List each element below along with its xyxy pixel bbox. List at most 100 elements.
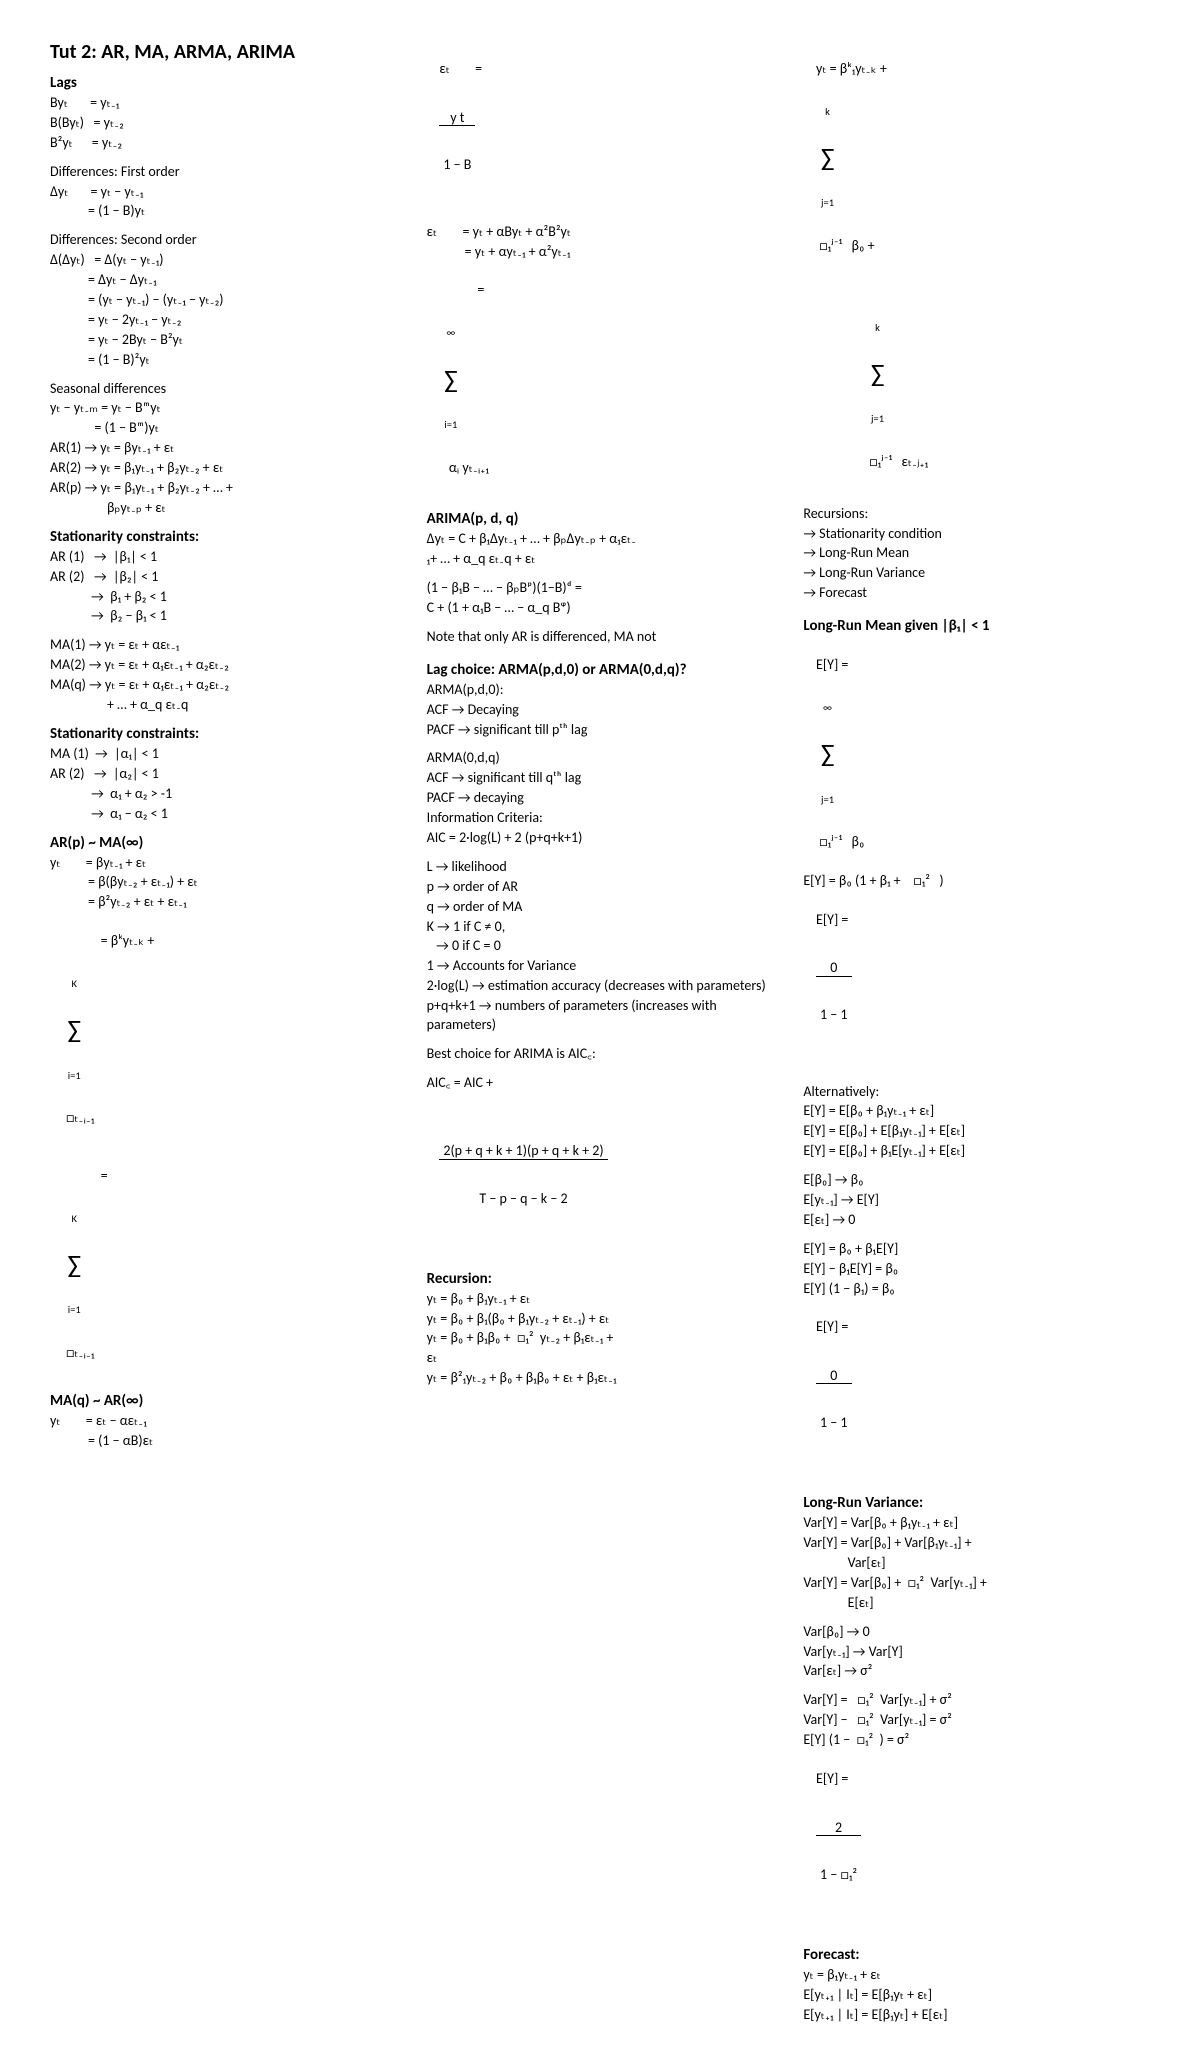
text-line: → Stationarity condition bbox=[803, 525, 1150, 544]
heading-stationarity-2: Stationarity constraints: bbox=[50, 725, 397, 743]
eq-suffix: □ₜ₋ᵢ₋₁ bbox=[63, 1344, 95, 1361]
text-line: Var[Y] = Var[β₀] + □₁² Var[yₜ₋₁] + bbox=[803, 1574, 1150, 1593]
summation-icon: k ∑ j=1 bbox=[818, 79, 837, 237]
eq-suffix: □ₜ₋ᵢ₋₁ bbox=[63, 1109, 95, 1126]
text-line: → Forecast bbox=[803, 584, 1150, 603]
text-line: = β(βyₜ₋₂ + εₜ₋₁) + εₜ bbox=[50, 873, 397, 892]
heading-maq-ar: MA(q) ~ AR(∞) bbox=[50, 1392, 397, 1410]
text-line: Δyₜ = yₜ − yₜ₋₁ bbox=[50, 183, 397, 202]
text-line: = yₜ − 2yₜ₋₁ − yₜ₋₂ bbox=[50, 311, 397, 330]
text-line: Δ(Δyₜ) = Δ(yₜ − yₜ₋₁) bbox=[50, 251, 397, 270]
text-line: Var[Y] = Var[β₀] + Var[β₁yₜ₋₁] + bbox=[803, 1534, 1150, 1553]
text-line: Var[β₀] → 0 bbox=[803, 1623, 1150, 1642]
text-line: βₚyₜ₋ₚ + εₜ bbox=[50, 499, 397, 518]
text-line: εₜ = yₜ + αByₜ + α²B²yₜ bbox=[427, 223, 774, 242]
text-line: E[yₜ₊₁ | Iₜ] = E[β₁yₜ + εₜ] bbox=[803, 1986, 1150, 2005]
equation-line: E[Y] = 2 1 − □₁² bbox=[803, 1751, 1150, 1932]
column-3: yₜ = βᵏ₁yₜ₋ₖ + k ∑ j=1 □₁ʲ⁻¹ β₀ + k ∑ j=… bbox=[803, 40, 1150, 2026]
text-line: L → likelihood bbox=[427, 858, 774, 877]
text-line: AR (1) → |β₁| < 1 bbox=[50, 548, 397, 567]
fraction: 0 1 − 1 bbox=[816, 1337, 852, 1461]
column-1: Tut 2: AR, MA, ARMA, ARIMA Lags Byₜ = yₜ… bbox=[50, 40, 397, 2026]
eq-prefix: E[Y] = bbox=[816, 911, 858, 928]
text-line: Information Criteria: bbox=[427, 809, 774, 828]
text-line: = (yₜ − yₜ₋₁) − (yₜ₋₁ − yₜ₋₂) bbox=[50, 291, 397, 310]
text-line: C + (1 + α₁B − … − α_q Bᵠ) bbox=[427, 599, 774, 618]
text-line: ACF → Decaying bbox=[427, 701, 774, 720]
text-line: E[Y] = β₀ (1 + β₁ + □₁² ) bbox=[803, 872, 1150, 891]
text-line: = (1 − B)yₜ bbox=[50, 202, 397, 221]
text-line: yₜ = β²₁yₜ₋₂ + β₀ + β₁β₀ + εₜ + β₁εₜ₋₁ bbox=[427, 1369, 774, 1388]
text-line: AR(1) → yₜ = βyₜ₋₁ + εₜ bbox=[50, 439, 397, 458]
text-line: Var[Y] − □₁² Var[yₜ₋₁] = σ² bbox=[803, 1711, 1150, 1730]
text-line: E[Y] − β₁E[Y] = β₀ bbox=[803, 1260, 1150, 1279]
page-columns: Tut 2: AR, MA, ARMA, ARIMA Lags Byₜ = yₜ… bbox=[50, 40, 1150, 2026]
eq-prefix: E[Y] = bbox=[816, 1318, 858, 1335]
text-line: εₜ bbox=[427, 1349, 774, 1368]
text-line: B²yₜ = yₜ₋₂ bbox=[50, 134, 397, 153]
text-line: AR (2) → |β₂| < 1 bbox=[50, 568, 397, 587]
equation-line: E[Y] = 0 1 − 1 bbox=[803, 1299, 1150, 1480]
text-line: Note that only AR is differenced, MA not bbox=[427, 628, 774, 647]
text-line: AR(2) → yₜ = β₁yₜ₋₁ + β₂yₜ₋₂ + εₜ bbox=[50, 459, 397, 478]
text-line: Var[εₜ] bbox=[803, 1554, 1150, 1573]
equation-line: yₜ = βᵏ₁yₜ₋ₖ + k ∑ j=1 □₁ʲ⁻¹ β₀ + bbox=[803, 41, 1150, 275]
fraction: 0 1 − 1 bbox=[816, 930, 852, 1054]
text-line: = yₜ − 2Byₜ − B²yₜ bbox=[50, 331, 397, 350]
text-line: Var[Y] = Var[β₀ + β₁yₜ₋₁ + εₜ] bbox=[803, 1514, 1150, 1533]
fraction: y t 1 − B bbox=[439, 79, 475, 203]
text-line: + … + α_q εₜ₋q bbox=[50, 696, 397, 715]
summation-icon: k ∑ j=1 bbox=[868, 295, 887, 453]
summation-icon: K ∑ i=1 bbox=[65, 951, 84, 1109]
text-line: ₁+ … + α_q εₜ₋q + εₜ bbox=[427, 550, 774, 569]
text-line: = β²yₜ₋₂ + εₜ + εₜ₋₁ bbox=[50, 893, 397, 912]
heading-recursions: Recursions: bbox=[803, 505, 1150, 524]
equation-line: k ∑ j=1 □₁ʲ⁻¹ εₜ₋ⱼ₊₁ bbox=[803, 276, 1150, 491]
eq-prefix: = bbox=[439, 281, 493, 298]
heading-diff2: Differences: Second order bbox=[50, 231, 397, 250]
equation-line: E[Y] = 0 1 − 1 bbox=[803, 892, 1150, 1073]
eq-prefix: = βᵏyₜ₋ₖ + bbox=[63, 932, 161, 949]
equation-line: 2(p + q + k + 1)(p + q + k + 2) T − p − … bbox=[427, 1094, 774, 1256]
heading-diff1: Differences: First order bbox=[50, 163, 397, 182]
text-line: → β₂ − β₁ < 1 bbox=[50, 607, 397, 626]
eq-prefix: εₜ = bbox=[439, 60, 491, 77]
text-line: 2·log(L) → estimation accuracy (decrease… bbox=[427, 977, 774, 996]
text-line: → β₁ + β₂ < 1 bbox=[50, 588, 397, 607]
text-line: → 0 if C = 0 bbox=[427, 937, 774, 956]
text-line: q → order of MA bbox=[427, 898, 774, 917]
heading-arima: ARIMA(p, d, q) bbox=[427, 510, 774, 528]
text-line: 1 → Accounts for Variance bbox=[427, 957, 774, 976]
eq-prefix: yₜ = βᵏ₁yₜ₋ₖ + bbox=[816, 60, 896, 77]
heading-arp-ma: AR(p) ~ MA(∞) bbox=[50, 834, 397, 852]
heading-seasonal: Seasonal differences bbox=[50, 380, 397, 399]
text-line: Alternatively: bbox=[803, 1083, 1150, 1102]
text-line: yₜ − yₜ₋ₘ = yₜ − Bᵐyₜ bbox=[50, 399, 397, 418]
text-line: MA(q) → yₜ = εₜ + α₁εₜ₋₁ + α₂εₜ₋₂ bbox=[50, 676, 397, 695]
summation-icon: ∞ ∑ i=1 bbox=[441, 300, 460, 458]
text-line: AR (2) → |α₂| < 1 bbox=[50, 765, 397, 784]
text-line: PACF → decaying bbox=[427, 789, 774, 808]
equation-line: = βᵏyₜ₋ₖ + K ∑ i=1 □ₜ₋ᵢ₋₁ bbox=[50, 913, 397, 1147]
text-line: p+q+k+1 → numbers of parameters (increas… bbox=[427, 997, 774, 1035]
fraction: 2(p + q + k + 1)(p + q + k + 2) T − p − … bbox=[439, 1113, 607, 1237]
text-line: ARMA(p,d,0): bbox=[427, 681, 774, 700]
text-line: MA(2) → yₜ = εₜ + α₁εₜ₋₁ + α₂εₜ₋₂ bbox=[50, 656, 397, 675]
text-line: E[Y] = E[β₀ + β₁yₜ₋₁ + εₜ] bbox=[803, 1102, 1150, 1121]
heading-lags: Lags bbox=[50, 74, 397, 92]
text-line: yₜ = β₀ + β₁β₀ + □₁² yₜ₋₂ + β₁εₜ₋₁ + bbox=[427, 1329, 774, 1348]
text-line: AIC꜀ = AIC + bbox=[427, 1074, 774, 1093]
text-line: MA (1) → |α₁| < 1 bbox=[50, 745, 397, 764]
heading-lr-variance: Long-Run Variance: bbox=[803, 1494, 1150, 1512]
text-line: = (1 − Bᵐ)yₜ bbox=[50, 419, 397, 438]
text-line: E[Y] (1 − β₁) = β₀ bbox=[803, 1280, 1150, 1299]
text-line: yₜ = β₀ + β₁(β₀ + β₁yₜ₋₂ + εₜ₋₁) + εₜ bbox=[427, 1310, 774, 1329]
text-line: E[εₜ] → 0 bbox=[803, 1211, 1150, 1230]
text-line: yₜ = βyₜ₋₁ + εₜ bbox=[50, 854, 397, 873]
text-line: → α₁ + α₂ > -1 bbox=[50, 785, 397, 804]
text-line: Var[εₜ] → σ² bbox=[803, 1662, 1150, 1681]
text-line: E[εₜ] bbox=[803, 1594, 1150, 1613]
text-line: yₜ = εₜ − αεₜ₋₁ bbox=[50, 1412, 397, 1431]
text-line: ACF → significant till qᵗʰ lag bbox=[427, 769, 774, 788]
text-line: → Long-Run Variance bbox=[803, 564, 1150, 583]
